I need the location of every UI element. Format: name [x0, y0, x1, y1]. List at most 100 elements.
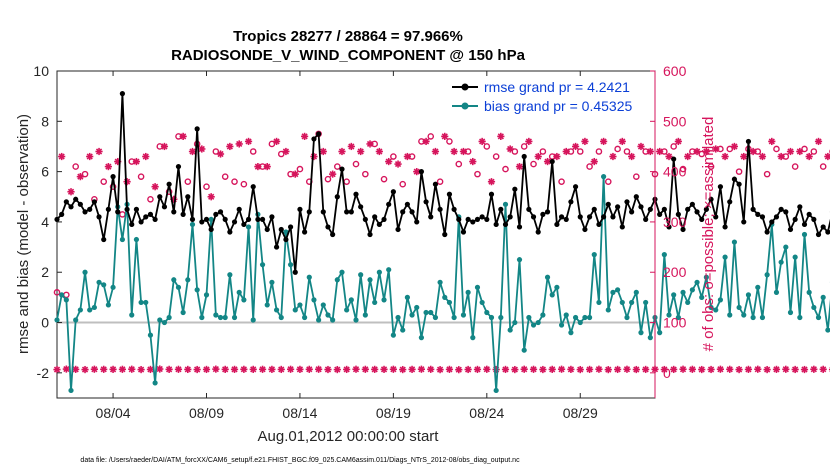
bias-point	[171, 277, 177, 283]
rmse-point	[353, 191, 359, 197]
rmse-point	[484, 216, 490, 223]
obs-possible-marker	[296, 165, 304, 173]
bias-point	[59, 292, 65, 298]
bias-point	[105, 302, 111, 308]
obs-assimilated-low-marker-stroke	[782, 366, 789, 373]
obs-assimilated-low-marker-stroke	[296, 366, 304, 373]
legend-rmse-marker	[461, 83, 469, 91]
rmse-point	[507, 214, 513, 220]
obs-assimilated-low-marker	[100, 365, 108, 373]
obs-assimilated-low-marker	[81, 365, 89, 374]
y-tick-label: 0	[41, 315, 49, 331]
obs-assimilated-marker	[291, 170, 299, 178]
y-right-tick-label: 100	[663, 315, 687, 331]
obs-assimilated-marker	[506, 145, 514, 153]
obs-assimilated-low-marker	[520, 365, 528, 373]
obs-assimilated-low-marker-stroke	[726, 366, 733, 373]
rmse-point	[572, 184, 579, 190]
bias-point	[161, 319, 168, 326]
bias-point	[745, 292, 752, 298]
obs-assimilated-low-marker	[230, 365, 239, 373]
rmse-point	[745, 138, 752, 145]
obs-assimilated-low-marker	[501, 365, 510, 374]
bias-point	[63, 297, 69, 303]
rmse-point	[736, 181, 742, 187]
bias-point	[129, 312, 135, 318]
obs-assimilated-marker	[142, 152, 150, 161]
rmse-point	[358, 204, 364, 210]
obs-assimilated-low-marker-stroke	[203, 366, 210, 373]
rmse-point	[96, 214, 102, 220]
x-tick-label: 08/24	[469, 405, 504, 421]
obs-assimilated-low-marker-stroke	[446, 366, 453, 373]
obs-assimilated-low-marker-stroke	[455, 366, 462, 373]
obs-assimilated-low-marker	[62, 365, 70, 373]
obs-assimilated-marker	[76, 173, 84, 181]
bias-point	[493, 387, 499, 394]
rmse-point	[811, 216, 817, 223]
obs-assimilated-low-marker	[389, 365, 397, 373]
obs-assimilated-marker	[656, 147, 664, 156]
rmse-point	[731, 176, 738, 182]
obs-assimilated-marker-stroke	[142, 153, 149, 160]
obs-assimilated-marker	[534, 152, 542, 161]
obs-assimilated-marker-stroke	[535, 153, 542, 160]
rmse-point	[143, 214, 149, 220]
obs-assimilated-marker-stroke	[525, 138, 532, 145]
bias-point	[591, 252, 597, 258]
obs-assimilated-marker-stroke	[292, 171, 299, 178]
obs-assimilated-low-marker-stroke	[212, 366, 219, 373]
obs-possible-marker	[240, 180, 248, 188]
obs-possible-marker	[633, 173, 640, 180]
bias-point	[147, 332, 154, 338]
obs-assimilated-marker-stroke	[488, 178, 495, 185]
rmse-point	[787, 226, 794, 233]
obs-assimilated-marker	[198, 145, 206, 153]
rmse-point	[526, 206, 532, 212]
obs-assimilated-marker	[618, 137, 626, 146]
bias-point	[348, 297, 354, 303]
obs-possible-marker	[679, 165, 687, 173]
bias-point	[203, 292, 210, 298]
obs-assimilated-low-marker-stroke	[91, 366, 98, 373]
obs-possible-marker	[137, 173, 145, 180]
obs-assimilated-low-marker	[315, 365, 323, 373]
bias-point	[530, 322, 537, 328]
rmse-point	[376, 221, 382, 228]
obs-assimilated-low-marker	[146, 365, 155, 374]
obs-possible-marker	[231, 178, 238, 185]
bias-point	[619, 299, 625, 306]
obs-assimilated-marker-stroke	[254, 163, 262, 170]
obs-assimilated-low-marker-stroke	[642, 366, 649, 373]
obs-assimilated-low-marker	[156, 365, 164, 373]
obs-assimilated-low-marker	[137, 365, 145, 374]
obs-assimilated-low-marker-stroke	[362, 366, 369, 373]
bias-point	[797, 314, 803, 321]
bias-point	[801, 231, 808, 238]
obs-assimilated-low-marker	[614, 365, 622, 374]
rmse-point	[759, 214, 766, 220]
bias-point	[344, 307, 350, 313]
rmse-point	[255, 216, 261, 223]
bias-point	[143, 299, 149, 306]
obs-assimilated-marker-stroke	[553, 153, 561, 160]
obs-assimilated-low-marker-stroke	[166, 366, 173, 373]
obs-assimilated-marker-stroke	[86, 153, 93, 160]
obs-assimilated-marker-stroke	[404, 153, 411, 160]
rmse-point	[586, 214, 593, 220]
obs-assimilated-low-marker	[286, 365, 295, 373]
bias-point	[465, 289, 471, 295]
obs-assimilated-marker	[357, 147, 365, 156]
obs-assimilated-low-marker-stroke	[820, 366, 827, 373]
obs-assimilated-low-marker	[268, 365, 276, 373]
obs-assimilated-marker-stroke	[58, 153, 65, 160]
bias-point	[311, 297, 317, 303]
obs-assimilated-marker-stroke	[544, 158, 551, 165]
obs-assimilated-marker-stroke	[731, 143, 738, 150]
rmse-point	[213, 211, 219, 217]
obs-assimilated-low-marker-stroke	[530, 366, 537, 373]
y-tick-label: 2	[41, 264, 49, 280]
rmse-point	[470, 219, 476, 225]
obs-assimilated-low-marker-stroke	[250, 366, 257, 373]
rmse-point	[657, 211, 663, 217]
